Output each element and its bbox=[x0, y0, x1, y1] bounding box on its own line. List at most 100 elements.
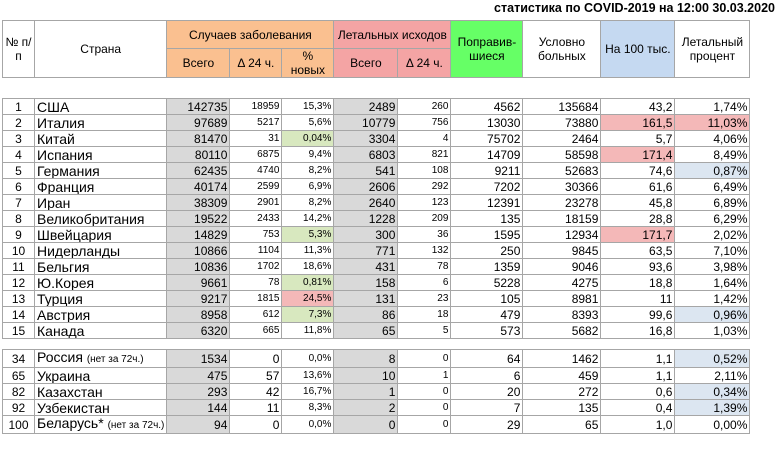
deaths-d24: 0 bbox=[397, 415, 452, 434]
country-name: Великобритания bbox=[37, 210, 145, 227]
lethal-pct: 2,11% bbox=[674, 367, 751, 384]
deaths-d24: 292 bbox=[397, 178, 452, 195]
row-country: Канада bbox=[33, 322, 168, 339]
table-row: 13 Турция 9217 1815 24,5% 131 23 105 8981 11 1,42% bbox=[2, 290, 751, 307]
per-100k: 43,2 bbox=[600, 98, 676, 115]
deaths-total: 431 bbox=[333, 258, 399, 275]
cases-total: 10866 bbox=[166, 242, 231, 259]
deaths-d24: 18 bbox=[397, 306, 452, 323]
lethal-pct: 1,39% bbox=[674, 399, 751, 416]
per-100k: 16,8 bbox=[600, 322, 676, 339]
cases-d24: 1702 bbox=[229, 258, 283, 275]
country-note: (нет за 72ч.) bbox=[86, 354, 144, 365]
recovered: 1595 bbox=[450, 226, 524, 243]
row-num: 9 bbox=[2, 226, 35, 243]
row-num: 5 bbox=[2, 162, 35, 179]
recovered: 12391 bbox=[450, 194, 524, 211]
header-deaths-d24: Δ 24 ч. bbox=[397, 48, 452, 78]
lethal-pct: 6,89% bbox=[674, 194, 751, 211]
row-country: Беларусь* (нет за 72ч.) bbox=[33, 415, 168, 434]
row-country: США bbox=[33, 98, 168, 115]
header-num: № п/п bbox=[2, 20, 35, 78]
cases-total: 81470 bbox=[166, 130, 231, 147]
row-country: Швейцария bbox=[33, 226, 168, 243]
cases-d24: 78 bbox=[229, 274, 283, 291]
row-country: Китай bbox=[33, 130, 168, 147]
header-per100k: На 100 тыс. bbox=[600, 20, 676, 78]
country-name: Австрия bbox=[37, 306, 91, 323]
deaths-total: 300 bbox=[333, 226, 399, 243]
cases-total: 1534 bbox=[166, 349, 231, 368]
cases-pct-new: 11,3% bbox=[281, 242, 335, 259]
table-row: 11 Бельгия 10836 1702 18,6% 431 78 1359 9046 93,6… bbox=[2, 258, 751, 275]
sick: 58598 bbox=[522, 146, 602, 163]
row-country: Узбекистан bbox=[33, 399, 168, 416]
sick: 65 bbox=[522, 415, 602, 434]
row-country: Украина bbox=[33, 367, 168, 384]
deaths-total: 541 bbox=[333, 162, 399, 179]
cases-pct-new: 6,9% bbox=[281, 178, 335, 195]
row-num: 34 bbox=[2, 349, 35, 368]
cases-total: 80110 bbox=[166, 146, 231, 163]
country-name: Германия bbox=[37, 162, 100, 179]
row-country: Ю.Корея bbox=[33, 274, 168, 291]
country-name: США bbox=[37, 98, 70, 115]
deaths-d24: 0 bbox=[397, 399, 452, 416]
deaths-total: 6803 bbox=[333, 146, 399, 163]
row-country: Россия (нет за 72ч.) bbox=[33, 349, 168, 368]
country-name: Турция bbox=[37, 290, 83, 307]
cases-d24: 2901 bbox=[229, 194, 283, 211]
sick: 73880 bbox=[522, 114, 602, 131]
country-note: (нет за 72ч.) bbox=[107, 420, 165, 431]
lethal-pct: 0,34% bbox=[674, 383, 751, 400]
cases-d24: 57 bbox=[229, 367, 283, 384]
country-name: Италия bbox=[37, 114, 85, 131]
country-name: Франция bbox=[37, 178, 95, 195]
header-cases-d24: Δ 24 ч. bbox=[229, 48, 283, 78]
deaths-d24: 0 bbox=[397, 383, 452, 400]
lethal-pct: 0,87% bbox=[674, 162, 751, 179]
recovered: 20 bbox=[450, 383, 524, 400]
cases-pct-new: 8,3% bbox=[281, 399, 335, 416]
per-100k: 1,0 bbox=[600, 415, 676, 434]
deaths-total: 2640 bbox=[333, 194, 399, 211]
deaths-total: 158 bbox=[333, 274, 399, 291]
lethal-pct: 11,03% bbox=[674, 114, 751, 131]
table-row: 8 Великобритания 19522 2433 14,2% 1228 209 135 1… bbox=[2, 210, 751, 227]
per-100k: 28,8 bbox=[600, 210, 676, 227]
per-100k: 93,6 bbox=[600, 258, 676, 275]
table-row: 65 Украина 475 57 13,6% 10 1 6 459 1,1 2,11% bbox=[2, 367, 751, 384]
cases-d24: 1815 bbox=[229, 290, 283, 307]
per-100k: 171,4 bbox=[600, 146, 676, 163]
cases-pct-new: 9,4% bbox=[281, 146, 335, 163]
row-num: 12 bbox=[2, 274, 35, 291]
cases-total: 14829 bbox=[166, 226, 231, 243]
cases-total: 6320 bbox=[166, 322, 231, 339]
cases-d24: 0 bbox=[229, 415, 283, 434]
cases-total: 9217 bbox=[166, 290, 231, 307]
cases-d24: 6875 bbox=[229, 146, 283, 163]
country-name: Узбекистан bbox=[37, 399, 110, 416]
deaths-total: 1228 bbox=[333, 210, 399, 227]
cases-total: 144 bbox=[166, 399, 231, 416]
sick: 9845 bbox=[522, 242, 602, 259]
per-100k: 5,7 bbox=[600, 130, 676, 147]
recovered: 5228 bbox=[450, 274, 524, 291]
sick: 1462 bbox=[522, 349, 602, 368]
country-name: Нидерланды bbox=[37, 242, 121, 259]
cases-d24: 31 bbox=[229, 130, 283, 147]
cases-pct-new: 24,5% bbox=[281, 290, 335, 307]
row-num: 3 bbox=[2, 130, 35, 147]
recovered: 64 bbox=[450, 349, 524, 368]
row-country: Иран bbox=[33, 194, 168, 211]
page-title: статистика по COVID-2019 на 12:00 30.03.… bbox=[494, 1, 775, 15]
row-num: 14 bbox=[2, 306, 35, 323]
cases-total: 142735 bbox=[166, 98, 231, 115]
sick: 2464 bbox=[522, 130, 602, 147]
cases-d24: 4740 bbox=[229, 162, 283, 179]
cases-total: 475 bbox=[166, 367, 231, 384]
recovered: 250 bbox=[450, 242, 524, 259]
country-name: Беларусь* bbox=[37, 415, 104, 431]
sick: 5682 bbox=[522, 322, 602, 339]
per-100k: 0,6 bbox=[600, 383, 676, 400]
